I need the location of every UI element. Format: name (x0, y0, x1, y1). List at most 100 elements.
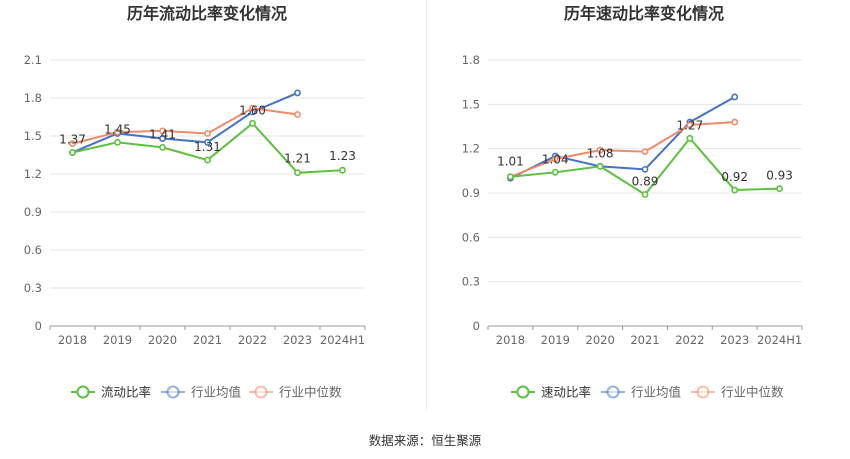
data-point (294, 169, 301, 177)
legend-label: 行业中位数 (721, 385, 784, 400)
y-tick-label: 0.6 (462, 230, 480, 244)
y-tick-label: 0.9 (24, 205, 42, 219)
data-point (294, 111, 301, 118)
series-line (72, 107, 298, 145)
y-tick-label: 0.9 (462, 186, 480, 200)
legend-item: 速动比率 (511, 385, 591, 400)
data-point (686, 121, 694, 129)
legend-swatch-marker (516, 385, 530, 399)
data-point (204, 130, 211, 137)
legend-swatch-marker (606, 385, 620, 399)
legend-label: 行业均值 (191, 385, 241, 400)
data-point (596, 146, 604, 154)
data-point (204, 156, 211, 164)
data-label: 0.89 (632, 174, 659, 188)
chart-divider (426, 0, 427, 410)
data-point (249, 104, 256, 112)
legend-label: 行业中位数 (279, 385, 342, 400)
data-label: 1.23 (329, 149, 356, 163)
data-point (294, 89, 301, 97)
x-tick-label: 2018 (58, 333, 87, 347)
x-tick-label: 2020 (148, 333, 177, 347)
quick-ratio-chart: 历年速动比率变化情况 0 0.3 0.6 0.9 1.2 1.5 1.8 2018 2019 202… (462, 4, 803, 400)
data-point (159, 143, 166, 151)
x-tick-label: 2019 (541, 333, 570, 347)
x-tick-label: 2022 (238, 333, 267, 347)
data-point (686, 134, 694, 142)
y-tick-label: 2.1 (24, 53, 42, 67)
legend-swatch-marker (76, 385, 90, 399)
data-point (114, 138, 121, 146)
x-tick-label: 2019 (103, 333, 132, 347)
data-point (339, 166, 346, 174)
data-point (249, 119, 256, 127)
data-point (551, 155, 559, 163)
data-point (159, 127, 166, 135)
legend-item: 流动比率 (71, 385, 151, 400)
y-tick-label: 1.2 (24, 167, 42, 181)
data-point (114, 128, 121, 136)
y-tick-label: 0.3 (462, 275, 480, 289)
data-point (551, 168, 559, 176)
y-tick-label: 1.5 (462, 97, 480, 111)
data-point (69, 149, 76, 156)
y-tick-label: 0 (35, 319, 42, 333)
legend-swatch-marker (696, 385, 710, 399)
data-point (596, 162, 604, 170)
data-label: 1.21 (284, 152, 311, 166)
y-tick-label: 0.3 (24, 281, 42, 295)
data-label: 1.01 (497, 155, 524, 169)
x-tick-label: 2021 (630, 333, 659, 347)
legend-item: 行业中位数 (249, 385, 342, 400)
y-tick-label: 1.8 (462, 53, 480, 67)
data-label: 1.27 (676, 118, 703, 132)
current-ratio-chart: 历年流动比率变化情况 0 0.3 0.6 0.9 1.2 1.5 1.8 2.1 2018 2019… (24, 4, 366, 400)
x-tick-label: 2022 (675, 333, 704, 347)
data-point (159, 135, 166, 142)
data-point (776, 185, 783, 192)
x-tick-label: 2023 (720, 333, 749, 347)
data-point (731, 186, 739, 194)
data-label: 1.04 (542, 152, 569, 166)
data-label: 1.41 (149, 127, 176, 141)
chart-title: 历年速动比率变化情况 (564, 4, 724, 23)
legend-swatch-marker (254, 385, 268, 399)
series-line (510, 121, 735, 178)
legend-item: 行业均值 (601, 385, 681, 400)
data-source-note: 数据来源：恒生聚源 (368, 433, 482, 448)
data-label: 0.93 (766, 169, 793, 183)
data-label: 1.08 (587, 146, 614, 160)
y-tick-label: 1.5 (24, 129, 42, 143)
data-point (507, 173, 514, 181)
y-tick-label: 0.6 (24, 243, 42, 257)
y-tick-label: 1.8 (24, 91, 42, 105)
data-point (731, 118, 739, 126)
x-tick-label: 2024H1 (757, 333, 802, 347)
data-label: 1.37 (59, 132, 86, 146)
data-label: 1.60 (239, 103, 266, 117)
legend-item: 行业中位数 (691, 385, 784, 400)
y-tick-label: 0 (473, 319, 480, 333)
series-line (509, 96, 736, 180)
legend-item: 行业均值 (161, 385, 241, 400)
data-point (69, 140, 76, 147)
data-point (641, 148, 649, 156)
x-tick-label: 2024H1 (320, 333, 365, 347)
data-point (641, 191, 649, 198)
data-label: 1.31 (194, 140, 221, 154)
data-point (641, 165, 649, 173)
y-tick-label: 1.2 (462, 142, 480, 156)
x-tick-label: 2021 (193, 333, 222, 347)
data-point (731, 93, 739, 101)
legend-label: 速动比率 (541, 385, 591, 400)
chart-title: 历年流动比率变化情况 (127, 4, 287, 23)
data-label: 1.45 (104, 122, 131, 136)
x-tick-label: 2020 (586, 333, 615, 347)
x-tick-label: 2023 (283, 333, 312, 347)
legend-label: 行业均值 (631, 385, 681, 400)
x-tick-label: 2018 (496, 333, 525, 347)
legend-label: 流动比率 (101, 385, 151, 400)
data-point (204, 138, 211, 146)
legend-swatch-marker (166, 385, 180, 399)
